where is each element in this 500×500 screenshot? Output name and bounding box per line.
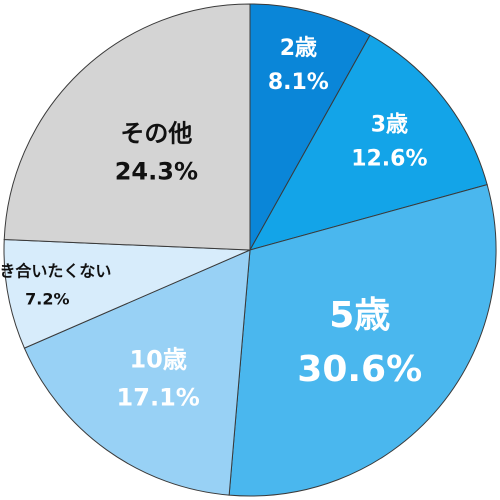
- pie-slice: [228, 184, 497, 497]
- slice-value-label: 7.2%: [25, 290, 69, 309]
- slice-label: 5歳: [329, 295, 390, 336]
- pie-slice: [23, 249, 251, 496]
- pie-slice: [3, 3, 251, 251]
- slice-label: 付き合いたくない: [0, 262, 111, 281]
- slice-value-label: 24.3%: [115, 158, 198, 186]
- pie-slices: [3, 3, 497, 497]
- slice-value-label: 17.1%: [117, 383, 200, 411]
- slice-label: 3歳: [371, 112, 408, 137]
- pie-slice: [3, 239, 251, 349]
- pie-labels: 2歳 8.1% 3歳 12.6% 5歳 30.6% 10歳 17.1% 付き合いたくない 7.2%…: [0, 36, 428, 411]
- slice-label: その他: [120, 120, 192, 148]
- pie-slice: [249, 3, 371, 252]
- slice-label: 2歳: [280, 36, 317, 61]
- pie-slice: [248, 34, 488, 251]
- slice-value-label: 12.6%: [351, 146, 427, 171]
- slice-value-label: 8.1%: [268, 70, 329, 95]
- slice-value-label: 30.6%: [297, 349, 422, 390]
- slice-label: 10歳: [129, 345, 186, 373]
